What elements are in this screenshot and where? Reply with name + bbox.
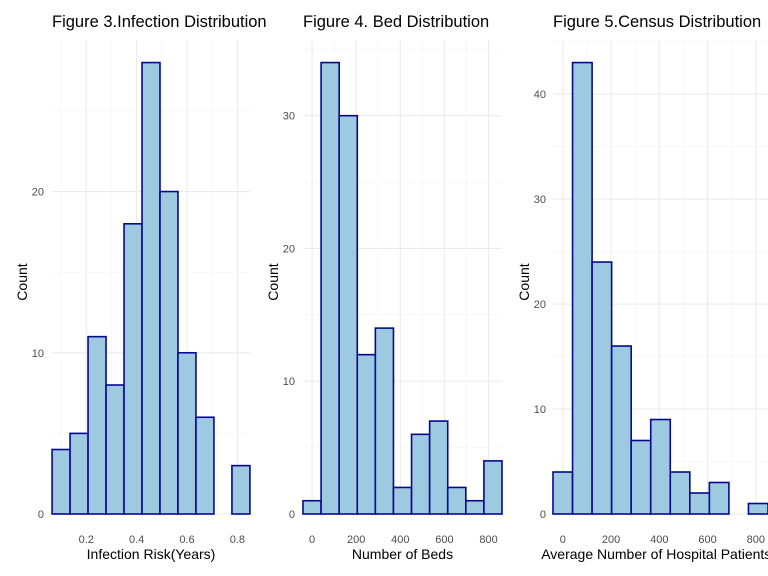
histogram-bar bbox=[141, 61, 161, 515]
histogram-bar bbox=[320, 61, 340, 515]
y-axis-label: Count bbox=[265, 263, 281, 300]
x-tick-label: 600 bbox=[435, 534, 453, 546]
y-tick-label: 0 bbox=[38, 509, 44, 521]
chart-panel-2: 0 10 20 30 0 200 400 600 800 Figure 4. Bed Distri… bbox=[265, 13, 503, 562]
histogram-bar bbox=[410, 433, 431, 515]
histogram-bar bbox=[123, 222, 143, 515]
histogram-bar bbox=[69, 432, 89, 515]
x-axis-label: Number of Beds bbox=[352, 546, 453, 562]
x-tick-label: 600 bbox=[698, 534, 716, 546]
histogram-bar bbox=[159, 190, 179, 515]
x-tick-label: 200 bbox=[347, 534, 365, 546]
y-tick-label: 10 bbox=[32, 348, 44, 360]
y-tick-label: 20 bbox=[283, 243, 295, 255]
histogram-bar bbox=[689, 492, 711, 515]
histogram-bar bbox=[465, 499, 485, 515]
histogram-bar bbox=[87, 335, 107, 515]
x-axis-label: Average Number of Hospital Patients Per … bbox=[541, 546, 768, 562]
histogram-bar bbox=[708, 481, 730, 515]
x-tick-label: 800 bbox=[479, 534, 497, 546]
histogram-bar bbox=[356, 353, 377, 515]
histogram-bar bbox=[571, 61, 593, 515]
histogram-bar bbox=[177, 351, 197, 515]
histogram-bar bbox=[428, 420, 449, 515]
y-tick-label: 20 bbox=[534, 299, 546, 311]
x-tick-label: 200 bbox=[602, 534, 620, 546]
y-tick-label: 10 bbox=[534, 404, 546, 416]
x-axis-label: Infection Risk(Years) bbox=[87, 546, 216, 562]
histogram-bar bbox=[483, 460, 503, 515]
x-tick-label: 0 bbox=[560, 534, 566, 546]
x-tick-label: 400 bbox=[391, 534, 409, 546]
histogram-bar bbox=[374, 327, 395, 515]
y-axis-label: Count bbox=[516, 263, 532, 300]
y-tick-label: 30 bbox=[534, 194, 546, 206]
histogram-bar bbox=[610, 345, 632, 515]
x-tick-label: 0.8 bbox=[230, 534, 245, 546]
y-tick-label: 0 bbox=[540, 509, 546, 521]
histogram-bar bbox=[302, 499, 322, 515]
x-tick-label: 0 bbox=[309, 534, 315, 546]
histogram-bar bbox=[51, 448, 71, 515]
x-tick-label: 800 bbox=[747, 534, 765, 546]
y-tick-label: 40 bbox=[534, 89, 546, 101]
x-tick-label: 0.4 bbox=[129, 534, 144, 546]
chart-panel-1: 0 10 20 0.2 0.4 0.6 0.8 Figure 3.Infection Dist… bbox=[14, 13, 267, 562]
histogram-bar bbox=[446, 486, 467, 515]
x-tick-label: 400 bbox=[650, 534, 668, 546]
y-tick-label: 0 bbox=[289, 509, 295, 521]
chart-title: Figure 4. Bed Distribution bbox=[303, 13, 489, 31]
histogram-bar bbox=[392, 486, 413, 515]
histogram-bar bbox=[552, 471, 574, 515]
chart-title: Figure 5.Census Distribution bbox=[553, 13, 761, 31]
histogram-bar bbox=[747, 502, 768, 515]
y-tick-label: 10 bbox=[283, 376, 295, 388]
chart-title: Figure 3.Infection Distribution bbox=[52, 13, 267, 31]
histogram-bar bbox=[338, 114, 359, 515]
histogram-bar bbox=[649, 418, 672, 515]
histogram-bar bbox=[669, 471, 691, 515]
histogram-bar bbox=[105, 384, 125, 515]
histogram-bar bbox=[630, 439, 652, 515]
histogram-bar bbox=[231, 464, 251, 515]
y-axis-label: Count bbox=[14, 263, 30, 300]
histogram-bar bbox=[591, 261, 613, 515]
histogram-bar bbox=[195, 416, 215, 515]
y-tick-label: 20 bbox=[32, 187, 44, 199]
y-tick-label: 30 bbox=[283, 111, 295, 123]
x-tick-label: 0.2 bbox=[79, 534, 94, 546]
x-tick-label: 0.6 bbox=[179, 534, 194, 546]
